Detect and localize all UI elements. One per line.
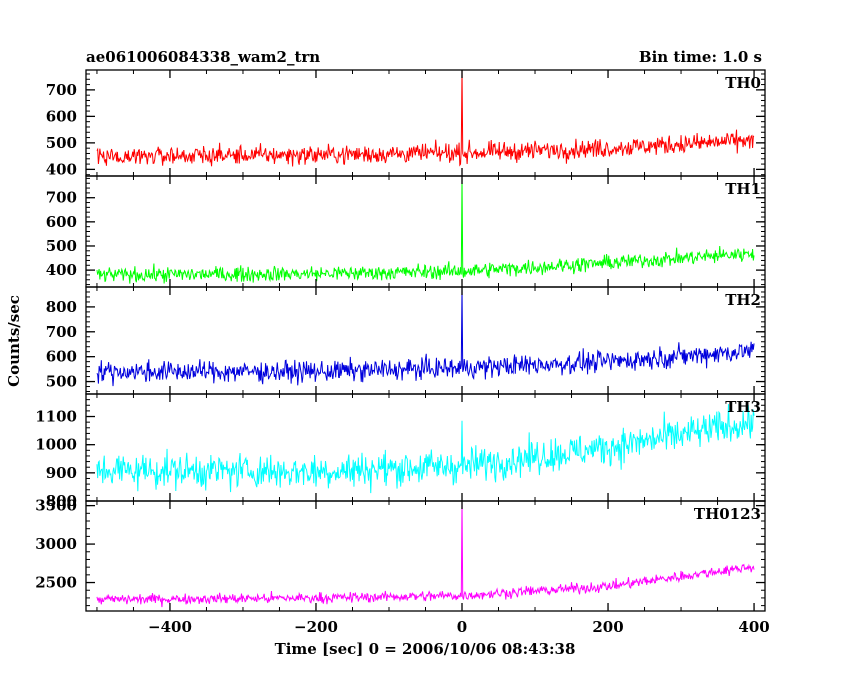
panel-label-th1: TH1 <box>725 180 761 198</box>
series-th2-line <box>96 287 755 387</box>
series-th0123-line <box>96 501 755 608</box>
panel-th1: 400 500 600 700 TH1 <box>46 175 766 288</box>
panel-th0: 400 500 600 700 TH0 <box>46 69 766 178</box>
panel-frame <box>85 393 766 502</box>
y-tick-label: 3000 <box>35 535 77 553</box>
y-tick-label: 600 <box>46 107 77 125</box>
panel-label-th0: TH0 <box>725 74 761 92</box>
y-tick-label: 800 <box>46 298 77 316</box>
x-tick-label: 0 <box>457 618 467 636</box>
x-axis: −400 −200 0 200 400 <box>148 618 770 636</box>
panel-th3: 800 900 1000 1100 TH3 <box>35 393 766 510</box>
bin-time-label: Bin time: 1.0 s <box>639 48 762 66</box>
y-tick-label: 500 <box>46 237 77 255</box>
series-th3-line <box>96 404 755 494</box>
chart-title: ae061006084338_wam2_trn <box>86 48 320 66</box>
y-tick-label: 600 <box>46 348 77 366</box>
y-tick-label: 900 <box>46 464 77 482</box>
y-tick-label: 800 <box>46 492 77 510</box>
y-tick-label: 700 <box>46 81 77 99</box>
y-tick-label: 600 <box>46 213 77 231</box>
x-tick-label: −200 <box>294 618 338 636</box>
y-tick-label: 1000 <box>35 436 77 454</box>
x-tick-label: −400 <box>148 618 192 636</box>
panel-th2: 500 600 700 800 TH2 <box>46 286 766 395</box>
y-tick-label: 700 <box>46 323 77 341</box>
y-tick-label: 500 <box>46 373 77 391</box>
y-tick-label: 500 <box>46 134 77 152</box>
panel-th0123: 2500 3000 3500 TH0123 <box>35 497 766 612</box>
series-th1-line <box>96 176 755 284</box>
panel-frame <box>85 500 766 612</box>
x-tick-label: 200 <box>592 618 623 636</box>
y-tick-label: 3500 <box>35 497 77 515</box>
y-tick-label: 700 <box>46 189 77 207</box>
y-tick-label: 400 <box>46 261 77 279</box>
x-tick-label: 400 <box>738 618 769 636</box>
x-axis-label: Time [sec] 0 = 2006/10/06 08:43:38 <box>275 640 576 658</box>
y-tick-label: 1100 <box>35 408 77 426</box>
y-tick-label: 2500 <box>35 574 77 592</box>
y-tick-label: 400 <box>46 160 77 178</box>
panel-label-th2: TH2 <box>725 291 761 309</box>
y-axis-label: Counts/sec <box>5 295 23 387</box>
panel-label-th3: TH3 <box>725 398 761 416</box>
series-th0-line <box>96 70 755 167</box>
panels-group: 400 500 600 700 TH0 400 500 600 700 TH1 500 600 700 8… <box>35 69 766 612</box>
panel-label-th0123: TH0123 <box>694 505 761 523</box>
